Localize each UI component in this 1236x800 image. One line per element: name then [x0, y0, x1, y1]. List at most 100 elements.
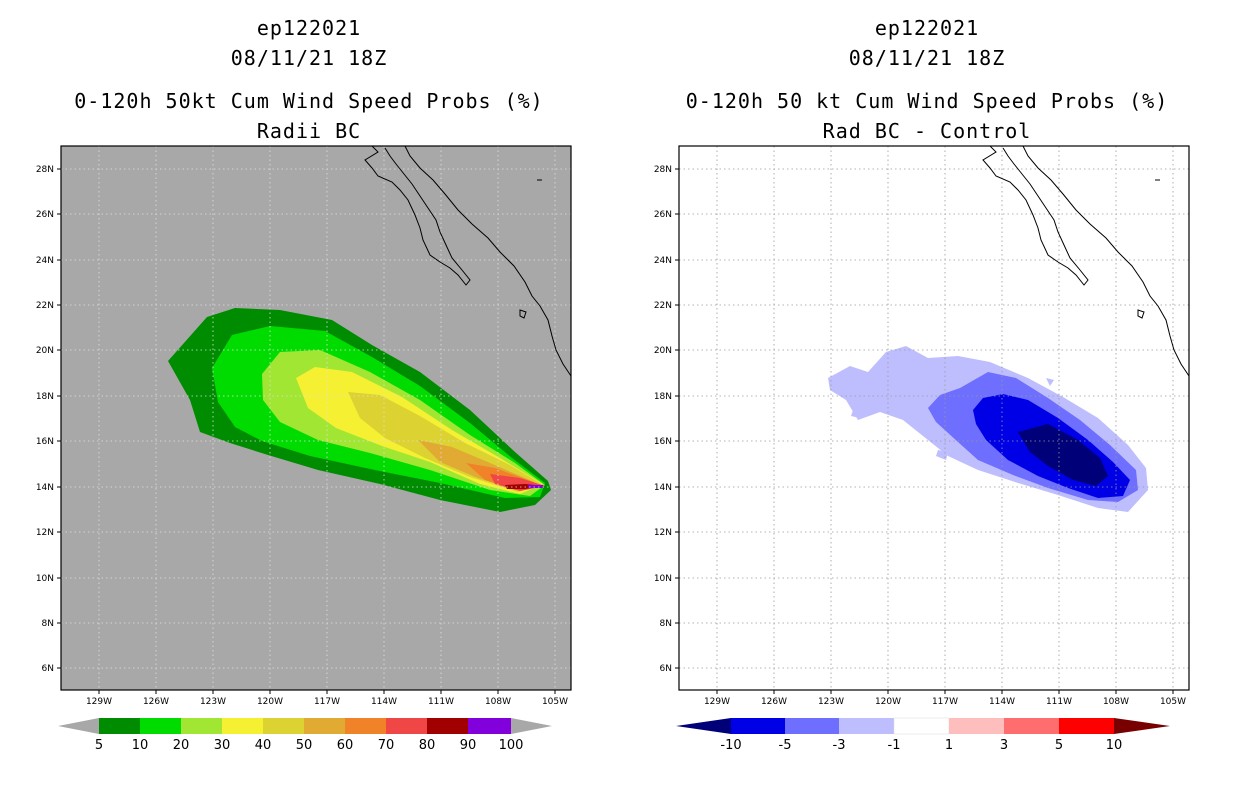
colorbar-label: 1	[945, 738, 953, 753]
lat-label: 14N	[654, 483, 672, 493]
left-lat-labels: 28N 26N 24N 22N 20N 18N 16N 14N 12N 10N …	[36, 165, 54, 674]
colorbar-swatch	[427, 718, 468, 734]
lat-label: 26N	[654, 210, 672, 220]
lat-label: 12N	[654, 528, 672, 538]
colorbar-swatch	[304, 718, 345, 734]
right-lon-ticks	[716, 690, 1174, 694]
left-lat-ticks	[57, 168, 61, 669]
lat-label: 26N	[36, 210, 54, 220]
left-datetime: 08/11/21 18Z	[230, 46, 388, 70]
colorbar-swatch	[99, 718, 140, 734]
colorbar-label: 80	[419, 738, 436, 753]
colorbar-label: -10	[720, 738, 741, 753]
lat-label: 22N	[36, 301, 54, 311]
lon-label: 108W	[1103, 697, 1129, 707]
colorbar-swatch	[731, 718, 785, 734]
colorbar-label: 10	[132, 738, 149, 753]
right-panel: ep122021 08/11/21 18Z 0-120h 50 kt Cum W…	[618, 0, 1236, 800]
lat-label: 24N	[654, 256, 672, 266]
colorbar-label: 5	[1055, 738, 1063, 753]
lon-label: 126W	[761, 697, 787, 707]
lon-label: 123W	[200, 697, 226, 707]
lon-label: 105W	[542, 697, 568, 707]
lon-label: 117W	[314, 697, 340, 707]
lat-label: 20N	[36, 346, 54, 356]
left-coastline	[364, 146, 571, 377]
lon-label: 114W	[989, 697, 1015, 707]
right-datetime: 08/11/21 18Z	[848, 46, 1006, 70]
lon-label: 114W	[371, 697, 397, 707]
colorbar-swatch	[468, 718, 511, 734]
colorbar-swatch	[949, 718, 1004, 734]
left-colorbar: 5 10 20 30 40 50 60 70 80 90 100	[58, 718, 552, 753]
lon-label: 117W	[932, 697, 958, 707]
lat-label: 24N	[36, 256, 54, 266]
lat-label: 18N	[36, 392, 54, 402]
lat-label: 6N	[660, 664, 672, 674]
right-product-title: 0-120h 50 kt Cum Wind Speed Probs (%)	[685, 89, 1169, 113]
left-subtitle: Radii BC	[256, 119, 362, 143]
lon-label: 123W	[818, 697, 844, 707]
colorbar-label: 3	[1000, 738, 1008, 753]
colorbar-label: 30	[214, 738, 231, 753]
right-grid	[679, 146, 1189, 690]
left-map-frame	[60, 145, 572, 691]
colorbar-swatch	[222, 718, 263, 734]
lat-label: 6N	[42, 664, 54, 674]
right-subtitle: Rad BC - Control	[822, 119, 1032, 143]
right-triangle-icon	[1114, 718, 1170, 734]
colorbar-label: -5	[779, 738, 792, 753]
lat-label: 10N	[654, 574, 672, 584]
lon-label: 108W	[485, 697, 511, 707]
colorbar-swatch	[1059, 718, 1114, 734]
lat-label: 28N	[654, 165, 672, 175]
lat-label: 8N	[660, 619, 672, 629]
lon-label: 105W	[1160, 697, 1186, 707]
colorbar-label: 10	[1106, 738, 1123, 753]
right-lat-ticks	[675, 168, 679, 669]
lat-label: 20N	[654, 346, 672, 356]
colorbar-swatch	[893, 717, 950, 735]
lon-label: 120W	[257, 697, 283, 707]
colorbar-label: 20	[173, 738, 190, 753]
lon-label: 120W	[875, 697, 901, 707]
colorbar-label: 60	[337, 738, 354, 753]
right-storm-id: ep122021	[874, 16, 980, 40]
colorbar-swatch	[386, 718, 427, 734]
colorbar-swatch	[140, 718, 181, 734]
left-triangle-icon	[58, 718, 99, 734]
right-lon-labels: 129W 126W 123W 120W 117W 114W 111W 108W …	[704, 697, 1186, 707]
right-triangle-icon	[511, 718, 552, 734]
lat-label: 18N	[654, 392, 672, 402]
lat-label: 12N	[36, 528, 54, 538]
prob-contour-90	[528, 485, 543, 488]
colorbar-label: 50	[296, 738, 313, 753]
colorbar-label: 90	[460, 738, 477, 753]
right-lat-labels: 28N 26N 24N 22N 20N 18N 16N 14N 12N 10N …	[654, 165, 672, 674]
right-colorbar: -10 -5 -3 -1 1 3 5 10	[676, 717, 1170, 753]
lat-label: 14N	[36, 483, 54, 493]
lat-label: 28N	[36, 165, 54, 175]
left-grid	[61, 146, 571, 690]
right-map: 28N 26N 24N 22N 20N 18N 16N 14N 12N 10N …	[654, 145, 1190, 753]
colorbar-swatch	[785, 718, 839, 734]
left-panel: ep122021 08/11/21 18Z 0-120h 50kt Cum Wi…	[36, 16, 572, 753]
colorbar-label: 100	[499, 738, 524, 753]
colorbar-swatch	[181, 718, 222, 734]
colorbar-swatch	[263, 718, 304, 734]
lat-label: 8N	[42, 619, 54, 629]
lat-label: 16N	[654, 437, 672, 447]
lat-label: 16N	[36, 437, 54, 447]
lat-label: 10N	[36, 574, 54, 584]
right-coastline	[982, 146, 1189, 377]
colorbar-swatch	[1004, 718, 1059, 734]
lon-label: 129W	[86, 697, 112, 707]
diff-contour-minus10	[1018, 424, 1108, 486]
colorbar-label: -3	[833, 738, 846, 753]
colorbar-swatch	[839, 718, 894, 734]
lon-label: 129W	[704, 697, 730, 707]
left-lon-labels: 129W 126W 123W 120W 117W 114W 111W 108W …	[86, 697, 568, 707]
left-map: 28N 26N 24N 22N 20N 18N 16N 14N 12N 10N …	[36, 145, 572, 753]
colorbar-label: 40	[255, 738, 272, 753]
right-map-frame	[678, 145, 1190, 691]
